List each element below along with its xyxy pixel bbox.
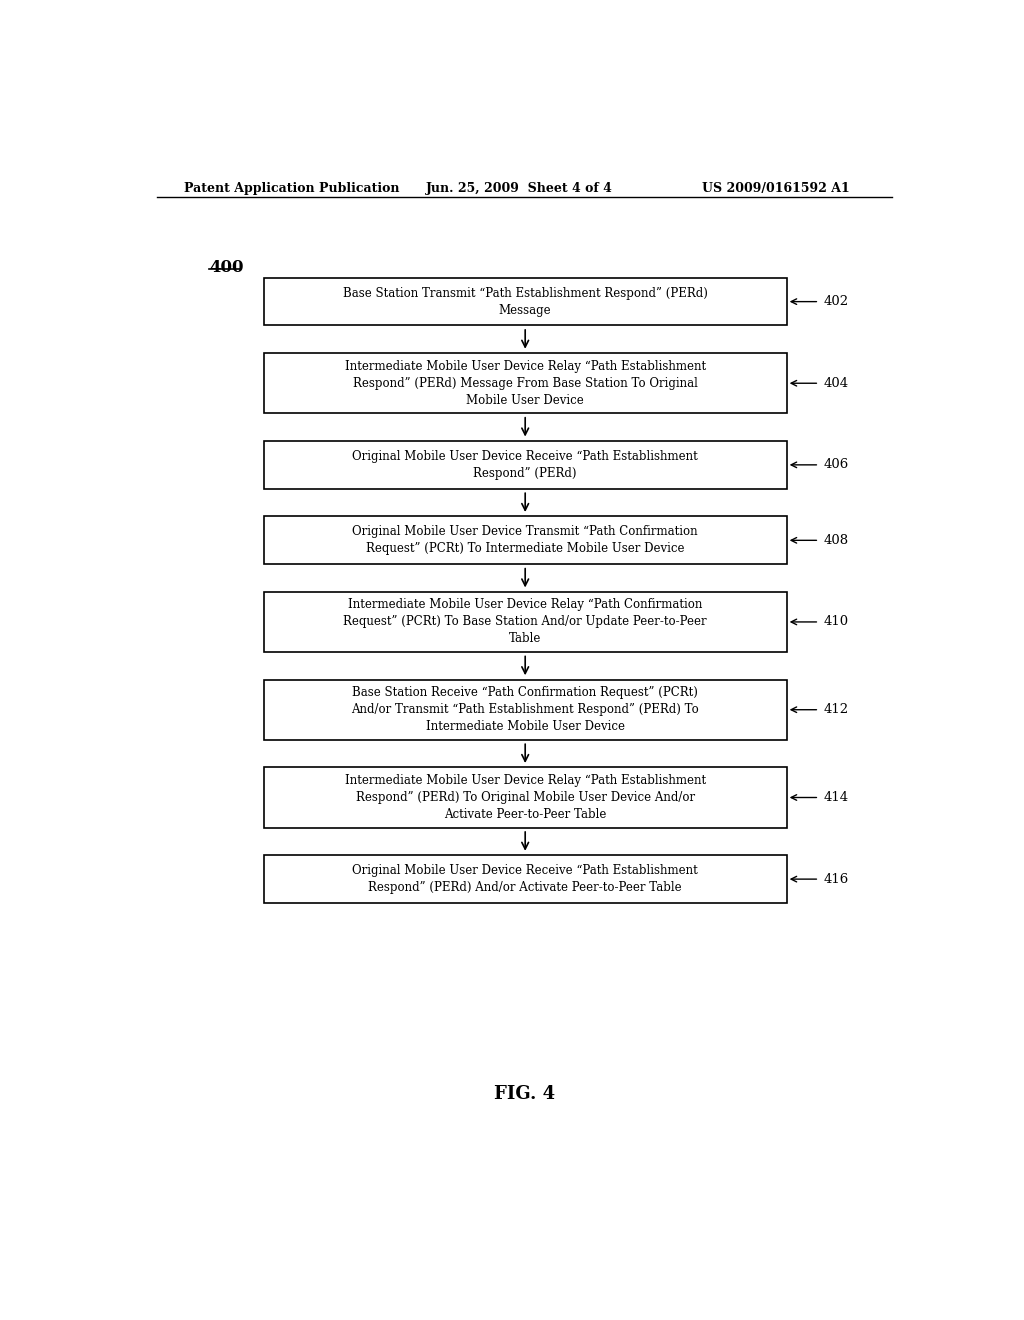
Bar bbox=[263, 441, 786, 488]
Bar bbox=[263, 591, 786, 652]
Text: Original Mobile User Device Transmit “Path Confirmation
Request” (PCRt) To Inter: Original Mobile User Device Transmit “Pa… bbox=[352, 525, 698, 556]
Text: 402: 402 bbox=[824, 296, 849, 308]
Bar bbox=[263, 277, 786, 326]
Text: 408: 408 bbox=[824, 533, 849, 546]
Text: US 2009/0161592 A1: US 2009/0161592 A1 bbox=[701, 182, 849, 194]
Text: 412: 412 bbox=[824, 704, 849, 717]
Bar bbox=[263, 680, 786, 739]
Text: Intermediate Mobile User Device Relay “Path Establishment
Respond” (PERd) Messag: Intermediate Mobile User Device Relay “P… bbox=[345, 360, 706, 407]
Text: 410: 410 bbox=[824, 615, 849, 628]
Text: FIG. 4: FIG. 4 bbox=[495, 1085, 555, 1104]
Text: Base Station Receive “Path Confirmation Request” (PCRt)
And/or Transmit “Path Es: Base Station Receive “Path Confirmation … bbox=[351, 686, 699, 733]
Text: 400: 400 bbox=[209, 259, 244, 276]
Bar bbox=[263, 516, 786, 564]
Text: Jun. 25, 2009  Sheet 4 of 4: Jun. 25, 2009 Sheet 4 of 4 bbox=[426, 182, 613, 194]
Text: Patent Application Publication: Patent Application Publication bbox=[183, 182, 399, 194]
Text: Base Station Transmit “Path Establishment Respond” (PERd)
Message: Base Station Transmit “Path Establishmen… bbox=[343, 286, 708, 317]
Text: Intermediate Mobile User Device Relay “Path Confirmation
Request” (PCRt) To Base: Intermediate Mobile User Device Relay “P… bbox=[343, 598, 707, 645]
Bar bbox=[263, 855, 786, 903]
Text: Intermediate Mobile User Device Relay “Path Establishment
Respond” (PERd) To Ori: Intermediate Mobile User Device Relay “P… bbox=[345, 774, 706, 821]
Text: Original Mobile User Device Receive “Path Establishment
Respond” (PERd) And/or A: Original Mobile User Device Receive “Pat… bbox=[352, 865, 698, 894]
Text: 416: 416 bbox=[824, 873, 849, 886]
Text: Original Mobile User Device Receive “Path Establishment
Respond” (PERd): Original Mobile User Device Receive “Pat… bbox=[352, 450, 698, 480]
Text: 404: 404 bbox=[824, 376, 849, 389]
Text: 406: 406 bbox=[824, 458, 849, 471]
Text: 414: 414 bbox=[824, 791, 849, 804]
Bar bbox=[263, 767, 786, 828]
Bar bbox=[263, 354, 786, 413]
